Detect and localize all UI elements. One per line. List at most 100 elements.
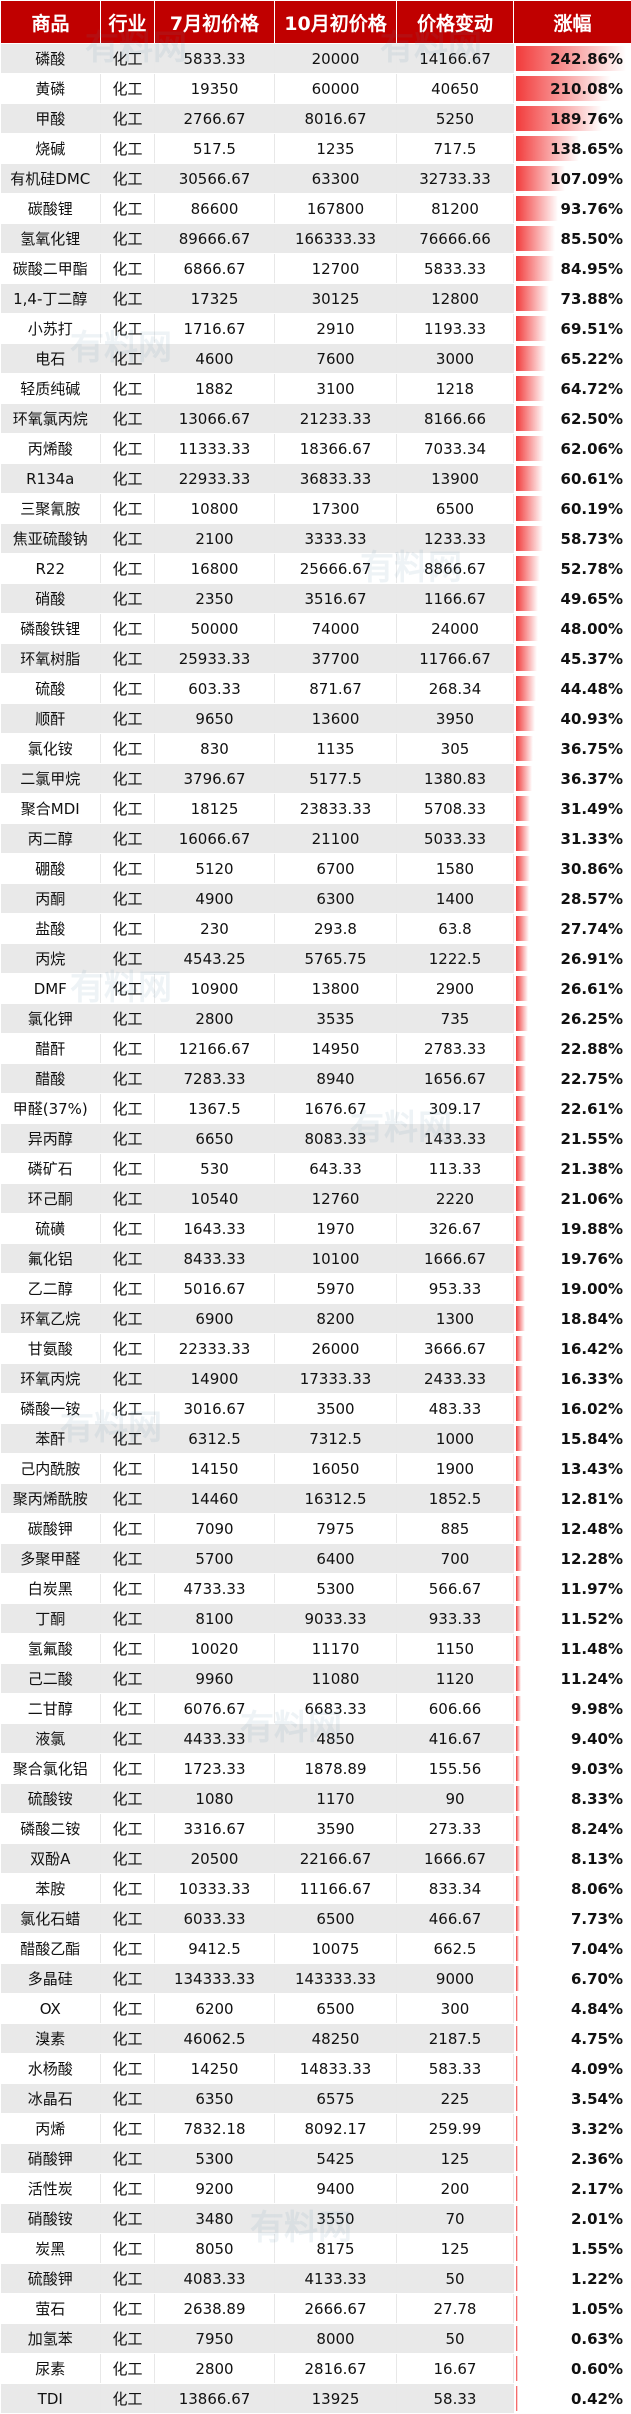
industry-cell: 化工 [101,2204,155,2234]
product-name-cell: 环氧丙烷 [1,1364,101,1394]
price-change-cell: 583.33 [397,2054,514,2084]
july-price-cell: 6200 [155,1994,275,2024]
price-change-cell: 1193.33 [397,314,514,344]
price-change-cell: 24000 [397,614,514,644]
product-name-cell: 醋酸乙酯 [1,1934,101,1964]
industry-cell: 化工 [101,2024,155,2054]
increase-value: 40.93% [561,710,623,728]
increase-cell: 12.28% [514,1544,631,1574]
product-name-cell: 异丙醇 [1,1124,101,1154]
october-price-cell: 11170 [275,1634,397,1664]
industry-cell: 化工 [101,1394,155,1424]
price-change-cell: 2900 [397,974,514,1004]
product-name-cell: 加氢苯 [1,2324,101,2354]
industry-cell: 化工 [101,614,155,644]
industry-cell: 化工 [101,1544,155,1574]
october-price-cell: 22166.67 [275,1844,397,1874]
increase-cell: 11.48% [514,1634,631,1664]
column-header-july-price: 7月初价格 [155,1,275,44]
product-name-cell: 二氯甲烷 [1,764,101,794]
july-price-cell: 14900 [155,1364,275,1394]
increase-value: 9.40% [571,1730,623,1748]
increase-cell: 12.48% [514,1514,631,1544]
increase-value: 13.43% [561,1460,623,1478]
increase-data-bar [516,346,546,371]
increase-cell: 22.88% [514,1034,631,1064]
increase-cell: 107.09% [514,164,631,194]
october-price-cell: 8016.67 [275,104,397,134]
july-price-cell: 46062.5 [155,2024,275,2054]
industry-cell: 化工 [101,1334,155,1364]
increase-value: 48.00% [561,620,623,638]
price-change-cell: 11766.67 [397,644,514,674]
increase-value: 2.01% [571,2210,623,2228]
increase-value: 16.33% [561,1370,623,1388]
october-price-cell: 21100 [275,824,397,854]
july-price-cell: 1080 [155,1784,275,1814]
increase-value: 58.73% [561,530,623,548]
industry-cell: 化工 [101,314,155,344]
price-change-cell: 9000 [397,1964,514,1994]
industry-cell: 化工 [101,1064,155,1094]
july-price-cell: 517.5 [155,134,275,164]
increase-value: 3.54% [571,2090,623,2108]
price-change-cell: 717.5 [397,134,514,164]
price-change-cell: 1000 [397,1424,514,1454]
product-name-cell: 冰晶石 [1,2084,101,2114]
july-price-cell: 6350 [155,2084,275,2114]
industry-cell: 化工 [101,2114,155,2144]
price-change-cell: 1222.5 [397,944,514,974]
increase-data-bar [516,2296,518,2321]
industry-cell: 化工 [101,1574,155,1604]
increase-value: 21.38% [561,1160,623,1178]
increase-data-bar [516,2026,518,2051]
increase-cell: 6.70% [514,1964,631,1994]
price-change-cell: 2187.5 [397,2024,514,2054]
october-price-cell: 1235 [275,134,397,164]
october-price-cell: 63300 [275,164,397,194]
july-price-cell: 9960 [155,1664,275,1694]
july-price-cell: 13066.67 [155,404,275,434]
increase-value: 4.09% [571,2060,623,2078]
price-change-cell: 58.33 [397,2384,514,2414]
product-name-cell: 苯胺 [1,1874,101,1904]
increase-data-bar [516,766,532,791]
increase-data-bar [516,1876,520,1901]
increase-data-bar [516,226,555,251]
october-price-cell: 6500 [275,1994,397,2024]
increase-data-bar [516,1786,520,1811]
increase-data-bar [516,2146,518,2171]
industry-cell: 化工 [101,1454,155,1484]
october-price-cell: 23833.33 [275,794,397,824]
increase-data-bar [516,916,529,941]
increase-value: 30.86% [561,860,623,878]
price-change-cell: 200 [397,2174,514,2204]
increase-value: 19.88% [561,1220,623,1238]
july-price-cell: 3316.67 [155,1814,275,1844]
increase-value: 93.76% [561,200,623,218]
increase-value: 1.05% [571,2300,623,2318]
increase-data-bar [516,1246,525,1271]
product-name-cell: 多聚甲醛 [1,1544,101,1574]
product-name-cell: 三聚氰胺 [1,494,101,524]
product-name-cell: 小苏打 [1,314,101,344]
increase-data-bar [516,466,543,491]
increase-data-bar [516,1096,526,1121]
july-price-cell: 19350 [155,74,275,104]
july-price-cell: 2800 [155,1004,275,1034]
price-change-cell: 5033.33 [397,824,514,854]
october-price-cell: 8092.17 [275,2114,397,2144]
october-price-cell: 7975 [275,1514,397,1544]
